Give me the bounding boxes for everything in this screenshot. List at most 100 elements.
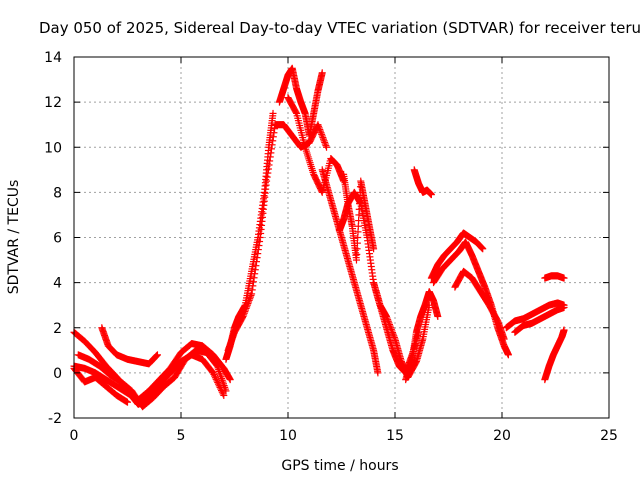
data-point-marker <box>316 126 324 134</box>
data-point-marker <box>248 286 256 294</box>
series-track-2 <box>70 340 234 404</box>
data-point-marker <box>269 109 277 117</box>
data-point-marker <box>270 129 278 137</box>
series-track-21 <box>541 272 568 282</box>
data-point-marker <box>374 369 382 377</box>
data-point-marker <box>323 143 331 151</box>
series-track-4 <box>70 364 131 406</box>
series-track-1 <box>70 328 228 408</box>
x-tick-label: 10 <box>279 428 297 444</box>
y-tick-label: 0 <box>53 366 62 382</box>
series-track-5 <box>98 324 161 368</box>
data-point-marker <box>211 374 219 382</box>
data-point-marker <box>213 377 221 385</box>
data-point-marker <box>249 282 257 290</box>
series-track-15 <box>410 166 435 199</box>
y-tick-label: 4 <box>53 276 62 292</box>
data-point-marker <box>220 391 228 399</box>
data-point-marker <box>210 370 218 378</box>
data-points <box>70 64 568 411</box>
data-point-marker <box>212 375 220 383</box>
data-point-marker <box>243 303 251 311</box>
data-point-marker <box>253 254 261 262</box>
data-point-marker <box>318 130 326 138</box>
data-point-marker <box>387 325 395 333</box>
data-point-marker <box>315 122 323 130</box>
data-point-marker <box>240 309 248 317</box>
data-point-marker <box>244 300 252 308</box>
data-point-marker <box>248 290 256 298</box>
x-tick-label: 0 <box>70 428 79 444</box>
chart-title: Day 050 of 2025, Sidereal Day-to-day VTE… <box>39 19 640 37</box>
data-point-marker <box>263 173 271 181</box>
x-axis-label: GPS time / hours <box>281 458 398 474</box>
data-point-marker <box>264 169 272 177</box>
data-point-marker <box>315 124 323 132</box>
data-point-marker <box>245 298 253 306</box>
data-point-marker <box>254 246 262 254</box>
series-track-6 <box>222 109 277 363</box>
data-point-marker <box>246 295 254 303</box>
y-tick-label: 2 <box>53 321 62 337</box>
x-tick-labels: 0 5 10 15 20 25 <box>70 428 618 444</box>
data-point-marker <box>218 388 226 396</box>
data-point-marker <box>319 134 327 142</box>
y-axis-label: SDTVAR / TECUs <box>6 180 22 295</box>
data-point-marker <box>250 274 258 282</box>
data-point-marker <box>267 145 275 153</box>
series-track-3 <box>74 346 230 411</box>
data-point-marker <box>263 177 271 185</box>
data-point-marker <box>251 266 259 274</box>
data-point-marker <box>266 157 274 165</box>
data-point-marker <box>269 133 277 141</box>
data-point-marker <box>320 137 328 145</box>
data-point-marker <box>319 135 327 143</box>
data-point-marker <box>264 165 272 173</box>
y-tick-label: 14 <box>44 50 62 66</box>
data-point-marker <box>211 372 219 380</box>
data-point-marker <box>240 311 248 319</box>
series-track-22 <box>541 326 568 384</box>
data-point-marker <box>242 304 250 312</box>
data-point-marker <box>242 306 250 314</box>
data-point-marker <box>389 329 397 337</box>
data-point-marker <box>222 387 230 395</box>
y-tick-label: 6 <box>53 231 62 247</box>
x-tick-label: 5 <box>177 428 186 444</box>
series-track-19 <box>502 299 568 332</box>
y-tick-label: 12 <box>44 95 62 111</box>
data-point-marker <box>317 129 325 137</box>
data-point-marker <box>209 369 217 377</box>
data-point-marker <box>256 238 264 246</box>
data-point-marker <box>390 332 398 340</box>
data-point-marker <box>268 141 276 149</box>
series-track-10 <box>318 166 382 377</box>
y-tick-labels: -2 0 2 4 6 8 10 12 14 <box>44 50 62 427</box>
data-point-marker <box>269 137 277 145</box>
data-point-marker <box>243 301 251 309</box>
x-tick-label: 25 <box>600 428 618 444</box>
data-point-marker <box>370 245 378 253</box>
data-point-marker <box>252 262 260 270</box>
data-point-marker <box>292 108 300 116</box>
data-point-marker <box>226 376 234 384</box>
data-point-marker <box>321 140 329 148</box>
data-point-marker <box>318 187 326 195</box>
data-point-marker <box>241 308 249 316</box>
data-point-marker <box>253 258 261 266</box>
data-point-marker <box>153 351 161 359</box>
data-point-marker <box>249 278 257 286</box>
data-point-marker <box>390 333 398 341</box>
data-point-marker <box>271 125 279 133</box>
series-track-14 <box>402 288 442 384</box>
series-track-8 <box>275 64 326 140</box>
series-track-13 <box>370 279 433 381</box>
y-tick-label: -2 <box>48 411 62 427</box>
y-tick-label: 8 <box>53 185 62 201</box>
data-point-marker <box>245 296 253 304</box>
data-point-marker <box>254 250 262 258</box>
x-tick-label: 20 <box>493 428 511 444</box>
data-point-marker <box>255 242 263 250</box>
data-point-marker <box>246 293 254 301</box>
